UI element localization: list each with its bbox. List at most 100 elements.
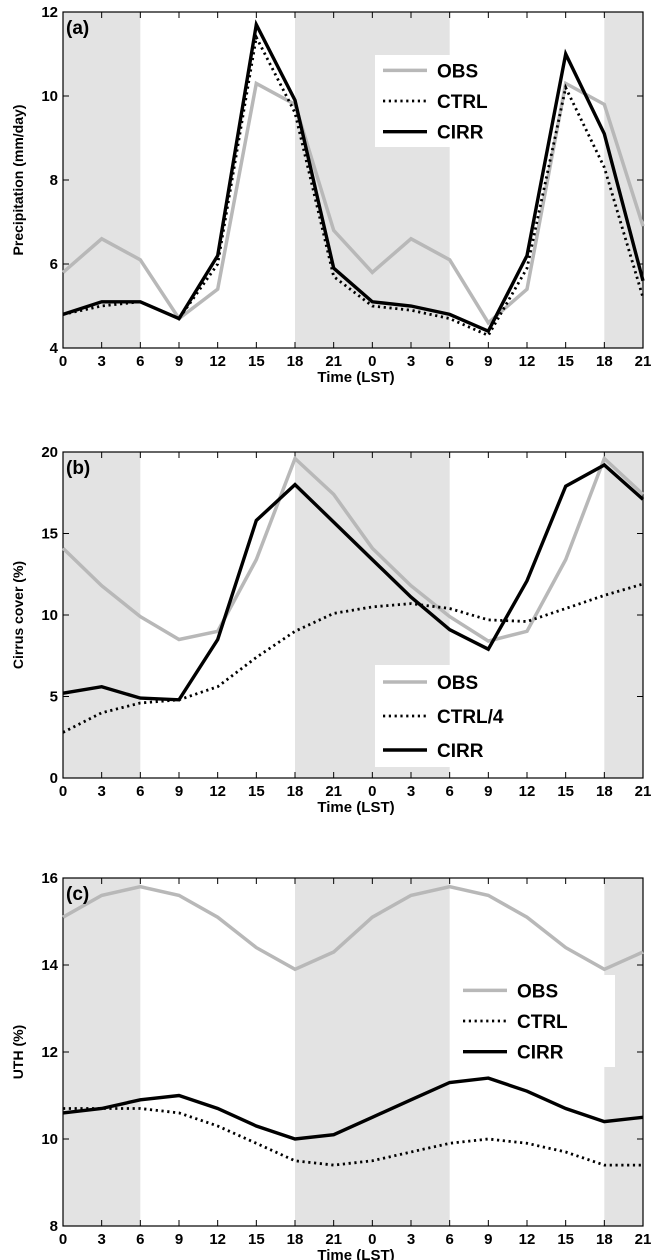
x-tick-label: 15: [557, 353, 574, 370]
legend-label: CTRL/4: [437, 707, 504, 728]
x-tick-label: 0: [368, 783, 376, 800]
x-tick-label: 6: [136, 353, 144, 370]
legend: OBS CTRL CIRR: [455, 975, 615, 1067]
x-tick-label: 21: [635, 783, 652, 800]
y-tick-label: 8: [50, 1218, 58, 1235]
y-tick-label: 10: [41, 607, 58, 624]
y-tick-label: 20: [41, 444, 58, 461]
x-axis-label: Time (LST): [317, 1247, 394, 1260]
night-shading-band: [295, 878, 450, 1226]
legend: OBS CTRL CIRR: [375, 55, 513, 147]
legend-label: OBS: [517, 981, 558, 1002]
x-tick-label: 0: [59, 353, 67, 370]
x-tick-label: 15: [248, 353, 265, 370]
x-tick-label: 18: [596, 1231, 613, 1248]
x-tick-label: 21: [635, 1231, 652, 1248]
y-axis-label: Cirrus cover (%): [10, 561, 26, 669]
y-tick-label: 5: [50, 689, 58, 706]
x-tick-label: 3: [97, 783, 105, 800]
series-line-obs: [61, 455, 645, 643]
y-axis-label: Precipitation (mm/day): [10, 105, 26, 256]
x-tick-label: 6: [445, 1231, 453, 1248]
x-tick-label: 12: [519, 1231, 536, 1248]
legend-label: CTRL: [517, 1012, 568, 1033]
x-tick-label: 9: [175, 353, 183, 370]
series-line-cirr: [62, 19, 645, 334]
y-tick-label: 8: [50, 172, 58, 189]
x-tick-label: 6: [136, 1231, 144, 1248]
x-tick-label: 18: [287, 1231, 304, 1248]
x-tick-label: 9: [484, 353, 492, 370]
night-shading-band: [63, 12, 141, 348]
x-tick-label: 3: [97, 1231, 105, 1248]
panel-label: (b): [66, 458, 90, 479]
x-tick-label: 18: [596, 783, 613, 800]
night-shading-band: [604, 12, 643, 348]
night-shading-band: [604, 452, 643, 778]
x-tick-label: 3: [407, 1231, 415, 1248]
legend-label: CTRL: [437, 92, 488, 113]
legend: OBS CTRL/4 CIRR: [375, 665, 513, 767]
x-tick-label: 12: [209, 353, 226, 370]
panel-label: (a): [66, 18, 89, 39]
night-shading-band: [63, 452, 141, 778]
legend-label: CIRR: [437, 123, 484, 144]
y-tick-label: 12: [41, 4, 58, 21]
x-tick-label: 15: [248, 783, 265, 800]
y-tick-label: 15: [41, 526, 58, 543]
y-tick-label: 16: [41, 870, 58, 887]
x-tick-label: 6: [136, 783, 144, 800]
x-tick-label: 0: [368, 1231, 376, 1248]
y-tick-label: 6: [50, 256, 58, 273]
y-tick-label: 10: [41, 1131, 58, 1148]
x-axis-label: Time (LST): [317, 799, 394, 816]
x-tick-label: 3: [407, 783, 415, 800]
y-tick-label: 0: [50, 770, 58, 787]
y-tick-label: 12: [41, 1044, 58, 1061]
x-tick-label: 3: [407, 353, 415, 370]
x-tick-label: 9: [175, 783, 183, 800]
y-tick-label: 14: [41, 957, 58, 974]
legend-label: OBS: [437, 61, 478, 82]
legend-label: CIRR: [437, 741, 484, 762]
series-line-obs: [61, 80, 645, 326]
x-tick-label: 0: [59, 1231, 67, 1248]
x-tick-label: 12: [209, 783, 226, 800]
x-tick-label: 0: [368, 353, 376, 370]
x-axis-label: Time (LST): [317, 369, 394, 386]
series-line-ctrl-4: [62, 582, 644, 734]
x-tick-label: 6: [445, 783, 453, 800]
x-tick-label: 21: [325, 1231, 342, 1248]
x-tick-label: 15: [248, 1231, 265, 1248]
x-tick-label: 9: [484, 783, 492, 800]
y-tick-label: 4: [50, 340, 59, 357]
legend-label: CIRR: [517, 1043, 564, 1064]
x-tick-label: 15: [557, 1231, 574, 1248]
x-tick-label: 9: [175, 1231, 183, 1248]
x-tick-label: 15: [557, 783, 574, 800]
x-tick-label: 12: [209, 1231, 226, 1248]
night-shading-band: [63, 878, 141, 1226]
x-tick-label: 9: [484, 1231, 492, 1248]
x-tick-label: 21: [635, 353, 652, 370]
y-axis-label: UTH (%): [10, 1025, 26, 1079]
legend-label: OBS: [437, 673, 478, 694]
x-tick-label: 21: [325, 353, 342, 370]
series-line-cirr: [62, 462, 645, 702]
x-tick-label: 0: [59, 783, 67, 800]
x-tick-label: 21: [325, 783, 342, 800]
x-tick-label: 18: [287, 783, 304, 800]
x-tick-label: 18: [596, 353, 613, 370]
x-tick-label: 6: [445, 353, 453, 370]
y-tick-label: 10: [41, 88, 58, 105]
series-line-obs: [62, 884, 644, 972]
series-line-cirr: [62, 1076, 644, 1141]
x-tick-label: 3: [97, 353, 105, 370]
x-tick-label: 12: [519, 353, 536, 370]
panel-label: (c): [66, 884, 89, 905]
x-tick-label: 12: [519, 783, 536, 800]
